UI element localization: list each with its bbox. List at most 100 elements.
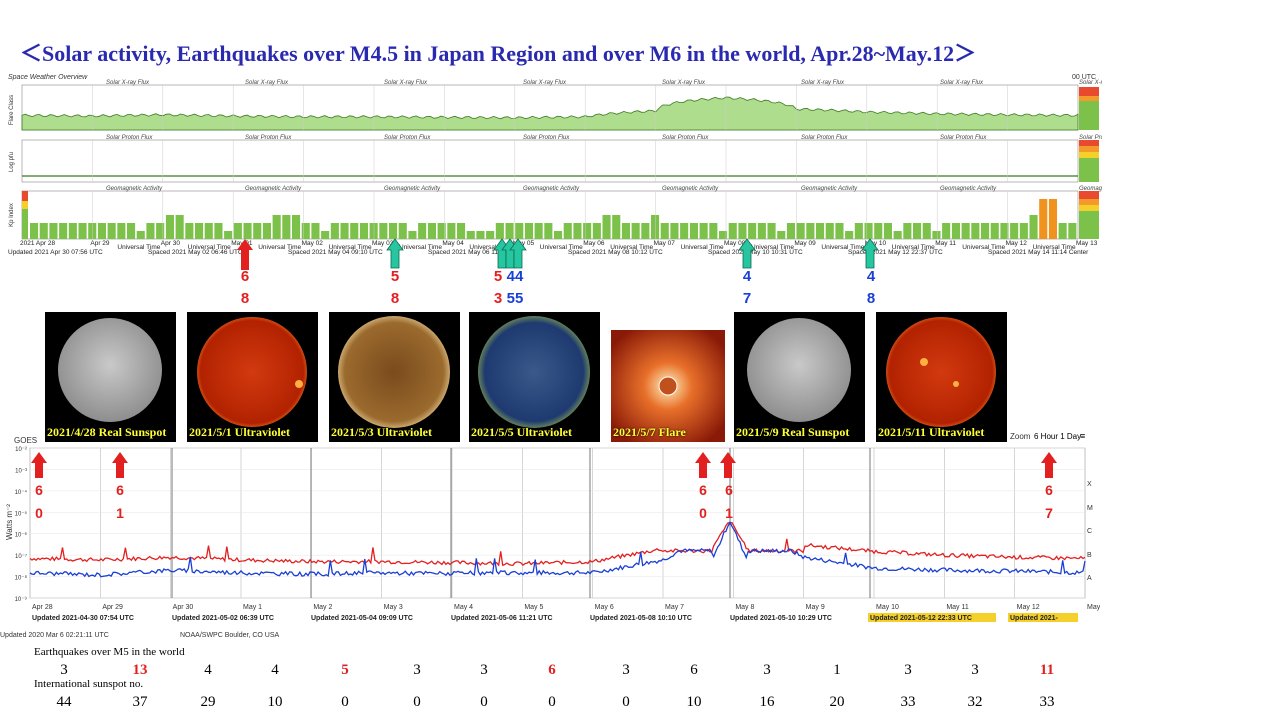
quake-arrows — [237, 238, 879, 270]
kp-bar — [680, 223, 689, 239]
kp-bar — [97, 223, 106, 239]
kp-bar — [1029, 215, 1038, 239]
quake-count: 3 — [971, 662, 979, 678]
updated-note: Updated 2021 Apr 30 07:56 UTC — [8, 249, 103, 256]
date-tick: Apr 29 — [102, 604, 123, 611]
sunspot-count: 29 — [200, 694, 216, 710]
date-tick: May 02 — [302, 240, 324, 247]
kp-bar — [942, 223, 951, 239]
sunspot-count: 32 — [967, 694, 983, 710]
sunspot-count: 37 — [132, 694, 148, 710]
kp-bar — [1019, 223, 1028, 239]
kp-bar — [321, 231, 330, 239]
kp-bar — [340, 223, 349, 239]
section-label: Solar Proton Flux — [940, 135, 987, 141]
sunspot-count: 10 — [267, 694, 283, 710]
date-tick: May 11 — [935, 240, 956, 247]
date-tick: Apr 30 — [173, 604, 194, 611]
quake-count: 3 — [480, 662, 488, 678]
kp-bar — [893, 231, 902, 239]
red-up-arrow — [112, 452, 128, 478]
date-tick: May 03 — [372, 240, 394, 247]
kp-bar — [1058, 223, 1067, 239]
kp-bar — [825, 223, 834, 239]
updated-note: Updated 2021-05-12 22:33 UTC — [870, 615, 972, 622]
flare-class: B — [1087, 552, 1092, 559]
kp-bar — [107, 223, 116, 239]
date-tick: Apr 29 — [90, 240, 110, 247]
footer-updated: Updated 2020 Mar 6 02:21:11 UTC — [0, 632, 109, 639]
sunspot-count: 20 — [829, 694, 845, 710]
updated-note: Spaced 2021 May 14 11:14 Center — [988, 249, 1089, 256]
row2-label: International sunspot no. — [34, 678, 144, 690]
kp-bar — [233, 223, 242, 239]
kp-bar — [621, 223, 630, 239]
kp-bar — [165, 215, 174, 239]
date-tick: May 11 — [946, 604, 969, 611]
kp-bar — [330, 223, 339, 239]
sunspot-count: 0 — [480, 694, 488, 710]
section-label: Geomagnetic Activity — [245, 186, 302, 192]
sunspot-count: 33 — [1039, 694, 1055, 710]
kp-bar — [398, 223, 407, 239]
kp-bar — [117, 223, 126, 239]
section-label: Solar Proton Flux — [662, 135, 709, 141]
quake-count: 4 — [271, 662, 279, 678]
y-axis-label: Watts m⁻² — [5, 504, 14, 540]
kp-bar — [282, 215, 291, 239]
kp-bar — [573, 223, 582, 239]
kp-bar — [971, 223, 980, 239]
overview-utc: 00 UTC — [1072, 74, 1096, 81]
overview-header: Space Weather Overview — [8, 74, 88, 81]
section-label: Geomagnetic Activity — [662, 186, 719, 192]
date-tick: May 1 — [243, 604, 262, 611]
kp-bar — [786, 223, 795, 239]
flare-class-labels: X M C B A — [1087, 481, 1093, 582]
kp-bar — [262, 223, 271, 239]
world-quake-label: 1 — [725, 505, 733, 521]
kp-bar — [68, 223, 77, 239]
date-tick: May 10 — [865, 240, 887, 247]
kp-bar — [1048, 199, 1057, 239]
quake-count: 4 — [204, 662, 212, 678]
kp-bar — [272, 215, 281, 239]
kp-bar — [932, 231, 941, 239]
updated-note: Spaced 2021 May 06 11:21 UTC — [428, 249, 522, 256]
world-quake-label: 6 — [35, 482, 43, 498]
kp-bar — [748, 223, 757, 239]
ut-label: Universal Time — [188, 244, 231, 251]
kp-bar — [981, 223, 990, 239]
kp-bar — [30, 223, 39, 239]
ut-label: Universal Time — [117, 244, 160, 251]
date-tick: May 09 — [794, 240, 816, 247]
red-up-arrow — [720, 452, 736, 478]
quake-count: 3 — [622, 662, 630, 678]
y-tick: 10⁻⁵ — [15, 510, 28, 517]
teal-up-arrow — [861, 238, 879, 269]
section-label: Solar Proton Flux — [106, 135, 153, 141]
world-quake-label: 6 — [116, 482, 124, 498]
updated-note: Updated 2021-05-08 10:10 UTC — [590, 615, 692, 622]
xray-updated-notes: Updated 2021-04-30 07:54 UTC Updated 2021… — [32, 613, 1078, 622]
ut-label: Universal Time — [892, 244, 935, 251]
teal-up-arrow — [386, 238, 404, 269]
updated-note: Spaced 2021 May 08 10:12 UTC — [568, 249, 663, 256]
y-tick: 10⁻³ — [15, 468, 27, 474]
kp-bar — [835, 223, 844, 239]
proton-flux-panel — [21, 139, 1079, 183]
section-label: Solar X-ray Flux — [245, 80, 289, 86]
kp-bar — [767, 223, 776, 239]
red-up-arrow — [31, 452, 47, 478]
kp-bar — [146, 223, 155, 239]
date-tick: May 13 — [1076, 240, 1098, 247]
kp-bar — [903, 223, 912, 239]
quake-count: 13 — [132, 662, 148, 678]
y-tick: 10⁻⁷ — [15, 553, 27, 560]
section-label: Solar X-ray Flux — [106, 80, 150, 86]
quake-count: 3 — [763, 662, 771, 678]
ut-label: Universal Time — [329, 244, 372, 251]
zoom-options: 6 Hour 1 Day — [1034, 432, 1081, 441]
